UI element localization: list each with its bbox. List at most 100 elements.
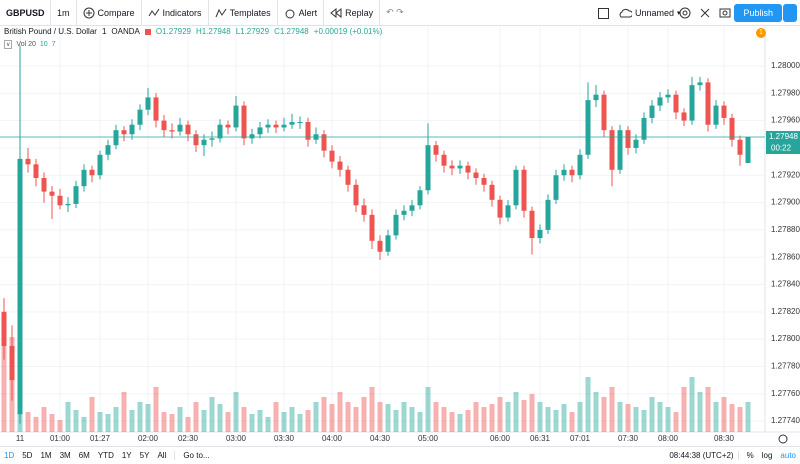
countdown-label: 00:22 (771, 144, 792, 153)
candle-body (177, 124, 183, 132)
candle-body (409, 205, 415, 211)
compare-label: Compare (97, 7, 135, 18)
candle-body (665, 94, 671, 98)
candle-body (273, 124, 279, 128)
vol-b: 7 (51, 41, 56, 48)
flag (144, 28, 151, 35)
volume-bar (393, 410, 399, 432)
volume-bar (353, 407, 359, 432)
volume-bar (169, 414, 175, 432)
replay[interactable]: Replay (324, 0, 381, 26)
candle-body (457, 165, 463, 169)
candle-body (73, 186, 79, 204)
symbol[interactable]: GBPUSD (0, 0, 51, 26)
candle-body (625, 130, 631, 148)
candle-body (345, 169, 351, 185)
volume-bar (609, 387, 615, 432)
y-tick-label: 1.27900 (771, 198, 800, 207)
volume-bar (681, 387, 687, 432)
candle-body (33, 164, 39, 178)
x-tick-label: 01:27 (90, 434, 111, 443)
candle-body (577, 154, 583, 176)
legend-high: H1.27948 (195, 27, 231, 36)
volume-bar (321, 397, 327, 432)
alert-label: Alert (298, 7, 318, 18)
indicators[interactable]: Indicators (142, 0, 209, 26)
price-axis (765, 26, 800, 446)
interval[interactable]: 1m (51, 0, 77, 26)
candle-body (41, 177, 47, 192)
candle-body (513, 169, 519, 206)
range-button[interactable]: 5D (22, 451, 33, 460)
candle-body (57, 195, 63, 206)
settings[interactable] (778, 434, 788, 444)
alert[interactable]: Alert (278, 0, 325, 26)
candle-body (305, 121, 311, 140)
volume-bar (1, 332, 7, 432)
candle-body (377, 240, 383, 252)
candle-body (337, 161, 343, 170)
ranges: 1D 5D 1M 3M 6M YTD 1Y 5Y All (0, 451, 170, 460)
log[interactable]: log (761, 451, 773, 460)
templates[interactable]: Templates (209, 0, 278, 26)
candle-body (385, 235, 391, 252)
legend-close: C1.27948 (274, 27, 309, 36)
candle-body (593, 94, 599, 101)
range-button[interactable]: 1M (40, 451, 52, 460)
toolbar-icons[interactable] (678, 6, 778, 20)
volume-bar (73, 410, 79, 432)
range-button[interactable]: 5Y (139, 451, 150, 460)
volume-bar (441, 407, 447, 432)
volume-bar (105, 414, 111, 432)
candle-body (681, 112, 687, 121)
volume-bar (137, 402, 143, 432)
candle-body (201, 139, 207, 146)
x-tick-label: 06:31 (530, 434, 551, 443)
volume-bar (385, 404, 391, 432)
publish-menu[interactable] (783, 4, 797, 22)
y-tick-label: 1.27960 (771, 116, 800, 125)
alert-badge[interactable]: 1 (756, 28, 766, 38)
volume-bar (433, 402, 439, 432)
range-button[interactable]: YTD (97, 451, 114, 460)
volume-bar (481, 407, 487, 432)
goto[interactable]: Go to... (174, 451, 213, 460)
range-button[interactable]: 6M (78, 451, 90, 460)
undo[interactable]: ↶ ↷ (386, 7, 404, 17)
volume-bar (449, 412, 455, 432)
range-button[interactable]: All (157, 451, 167, 460)
candle-body (545, 199, 551, 230)
candle-body (369, 214, 375, 241)
candle-body (529, 210, 535, 239)
vol-a: 10 (39, 41, 48, 48)
candle-body (473, 172, 479, 178)
checkbox[interactable] (598, 8, 609, 19)
candle-body (425, 145, 431, 191)
volume-bar (657, 402, 663, 432)
compare[interactable]: Compare (77, 0, 142, 26)
candle-body (497, 199, 503, 218)
candle-body (1, 311, 7, 346)
volume-bar (297, 414, 303, 432)
volume-bar (185, 417, 191, 432)
volume-bar (537, 402, 543, 432)
y-tick-label: 1.27860 (771, 252, 800, 261)
volume-bar (129, 410, 135, 432)
range-button[interactable]: 1D (4, 451, 15, 460)
range-button[interactable]: 3M (59, 451, 71, 460)
range-button[interactable]: 1Y (121, 451, 132, 460)
candle-body (281, 124, 287, 128)
layout[interactable]: Unnamed ▾ (618, 0, 681, 26)
countdown-tag (766, 143, 800, 155)
auto[interactable]: auto (780, 451, 796, 460)
volume-bar (625, 404, 631, 432)
percent[interactable]: % (737, 451, 758, 460)
x-tick-label: 08:00 (658, 434, 679, 443)
volume-bar (289, 407, 295, 432)
publish[interactable]: Publish (734, 4, 782, 22)
y-tick-label: 1.27800 (771, 334, 800, 343)
y-tick-label: 1.27980 (771, 88, 800, 97)
volume-bar (369, 387, 375, 432)
candle-body (649, 105, 655, 118)
